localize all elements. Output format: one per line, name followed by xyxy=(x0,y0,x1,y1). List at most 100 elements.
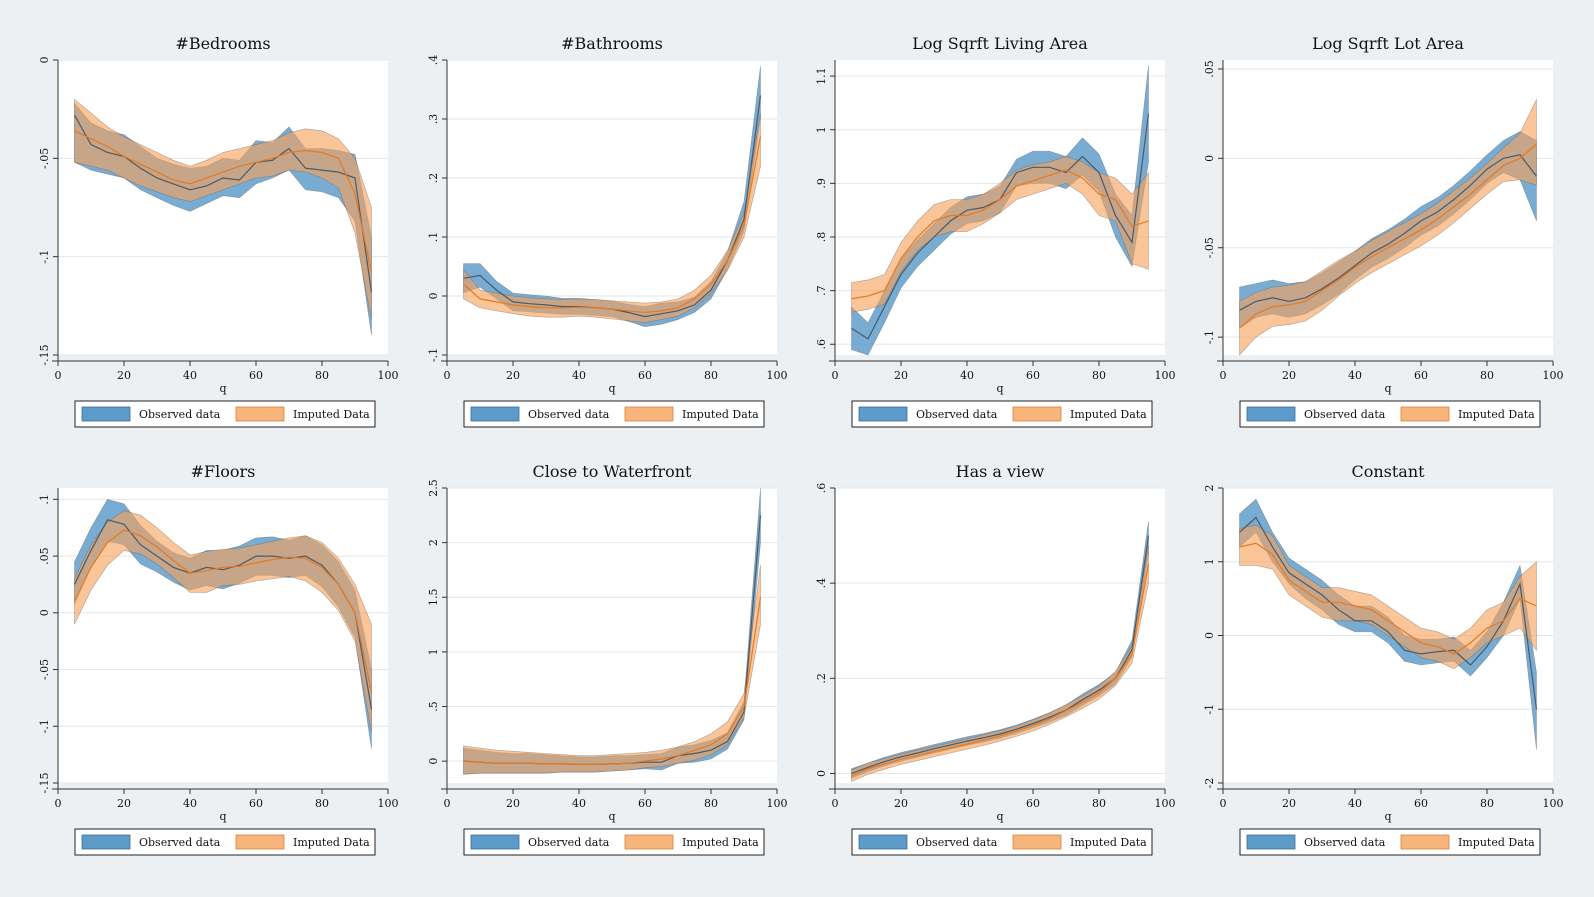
x-tick-label: 20 xyxy=(1282,797,1296,810)
x-tick-label: 20 xyxy=(506,369,520,382)
x-axis-label: q xyxy=(1384,810,1391,823)
x-tick-label: 60 xyxy=(638,369,652,382)
x-tick-label: 0 xyxy=(444,369,451,382)
panel-7: Has a view 0 .2 .4 .6 0 20 40 60 80 100 q Observed d… xyxy=(815,462,1176,856)
x-tick-label: 0 xyxy=(55,797,62,810)
y-tick-label: .4 xyxy=(427,55,440,66)
x-tick-label: 80 xyxy=(315,797,329,810)
y-tick-label: -.05 xyxy=(1203,237,1216,258)
y-tick-label: .2 xyxy=(427,173,440,184)
legend-label-observed: Observed data xyxy=(528,408,610,421)
y-tick-label: .1 xyxy=(38,494,51,505)
panel-title: Log Sqrft Living Area xyxy=(912,34,1088,53)
x-tick-label: 100 xyxy=(1543,797,1564,810)
x-tick-label: 60 xyxy=(1026,369,1040,382)
y-tick-label: 1.1 xyxy=(815,67,828,85)
legend-label-imputed: Imputed Data xyxy=(1458,836,1535,849)
line-imputed xyxy=(851,169,1149,300)
panel-6: Close to Waterfront 0 .5 1 1.5 2 2.5 0 20 40 60 80 1… xyxy=(427,462,788,856)
x-axis-label: q xyxy=(996,382,1003,395)
line-imputed xyxy=(851,563,1150,777)
x-tick-label: 80 xyxy=(704,369,718,382)
x-tick-label: 40 xyxy=(183,797,197,810)
y-tick-label: 0 xyxy=(427,758,440,765)
x-tick-label: 100 xyxy=(1155,369,1176,382)
x-tick-label: 40 xyxy=(572,797,586,810)
panel-1: #Bedrooms -.15 -.1 -.05 0 0 20 40 60 80 100 q Observ… xyxy=(38,34,399,428)
x-tick-label: 100 xyxy=(1155,797,1176,810)
legend-label-imputed: Imputed Data xyxy=(293,408,370,421)
y-tick-label: -1 xyxy=(1203,704,1216,715)
legend-swatch-imputed xyxy=(624,406,674,422)
x-tick-label: 20 xyxy=(894,369,908,382)
x-axis-label: q xyxy=(219,382,226,395)
band-imputed xyxy=(1239,99,1537,356)
y-tick-label: -2 xyxy=(1203,778,1216,789)
line-observed xyxy=(73,519,373,710)
x-tick-label: 80 xyxy=(1092,797,1106,810)
line-observed xyxy=(1239,516,1538,710)
y-tick-label: .6 xyxy=(815,483,828,494)
legend-swatch-observed xyxy=(470,406,520,422)
x-tick-label: 40 xyxy=(183,369,197,382)
band-imputed xyxy=(463,564,761,775)
y-tick-label: .2 xyxy=(815,673,828,684)
x-axis-label: q xyxy=(219,810,226,823)
line-imputed xyxy=(463,597,762,765)
x-tick-label: 60 xyxy=(1026,797,1040,810)
x-tick-label: 80 xyxy=(1480,369,1494,382)
line-imputed xyxy=(1239,143,1537,329)
legend-label-imputed: Imputed Data xyxy=(1458,408,1535,421)
x-tick-label: 100 xyxy=(767,369,788,382)
panel-title: Has a view xyxy=(956,462,1045,481)
x-tick-label: 20 xyxy=(894,797,908,810)
y-tick-label: .5 xyxy=(427,701,440,712)
x-tick-label: 0 xyxy=(832,797,839,810)
legend-swatch-observed xyxy=(81,406,131,422)
x-tick-label: 0 xyxy=(1220,797,1227,810)
plot-area xyxy=(58,60,388,355)
legend-swatch-observed xyxy=(1246,406,1296,422)
y-tick-label: 0 xyxy=(815,770,828,777)
y-tick-label: 2 xyxy=(1203,485,1216,492)
legend-swatch-observed xyxy=(1246,834,1296,850)
x-tick-label: 40 xyxy=(1348,797,1362,810)
legend-label-imputed: Imputed Data xyxy=(293,836,370,849)
legend-swatch-imputed xyxy=(235,406,285,422)
y-tick-label: -.1 xyxy=(427,348,440,362)
x-axis-label: q xyxy=(996,810,1003,823)
x-tick-label: 20 xyxy=(1282,369,1296,382)
x-tick-label: 80 xyxy=(1092,369,1106,382)
x-tick-label: 80 xyxy=(1480,797,1494,810)
legend-swatch-observed xyxy=(858,406,908,422)
y-tick-label: -.15 xyxy=(38,344,51,365)
y-tick-label: 1 xyxy=(1203,558,1216,565)
legend-swatch-imputed xyxy=(1012,834,1062,850)
x-tick-label: 20 xyxy=(506,797,520,810)
y-tick-label: 2 xyxy=(427,539,440,546)
x-tick-label: 20 xyxy=(117,797,131,810)
x-tick-label: 60 xyxy=(638,797,652,810)
x-tick-label: 80 xyxy=(704,797,718,810)
y-tick-label: .05 xyxy=(38,547,51,565)
band-imputed xyxy=(1239,524,1537,670)
x-tick-label: 100 xyxy=(378,797,399,810)
line-imputed xyxy=(74,130,373,273)
x-tick-label: 0 xyxy=(55,369,62,382)
line-observed xyxy=(1239,154,1537,311)
y-tick-label: -.05 xyxy=(38,148,51,169)
legend-label-imputed: Imputed Data xyxy=(1070,408,1147,421)
y-tick-label: 1 xyxy=(815,126,828,133)
y-tick-label: 1 xyxy=(427,648,440,655)
legend-swatch-imputed xyxy=(1400,406,1450,422)
y-tick-label: -.05 xyxy=(38,659,51,680)
y-tick-label: 0 xyxy=(1203,632,1216,639)
legend-swatch-observed xyxy=(470,834,520,850)
legend-swatch-observed xyxy=(81,834,131,850)
y-tick-label: .1 xyxy=(427,232,440,243)
y-tick-label: -.1 xyxy=(38,719,51,733)
y-tick-label: .8 xyxy=(815,232,828,243)
y-tick-label: 1.5 xyxy=(427,589,440,607)
panel-5: #Floors -.15 -.1 -.05 0 .05 .1 0 20 40 60 80 100 q Obs… xyxy=(38,462,399,856)
x-tick-label: 0 xyxy=(832,369,839,382)
